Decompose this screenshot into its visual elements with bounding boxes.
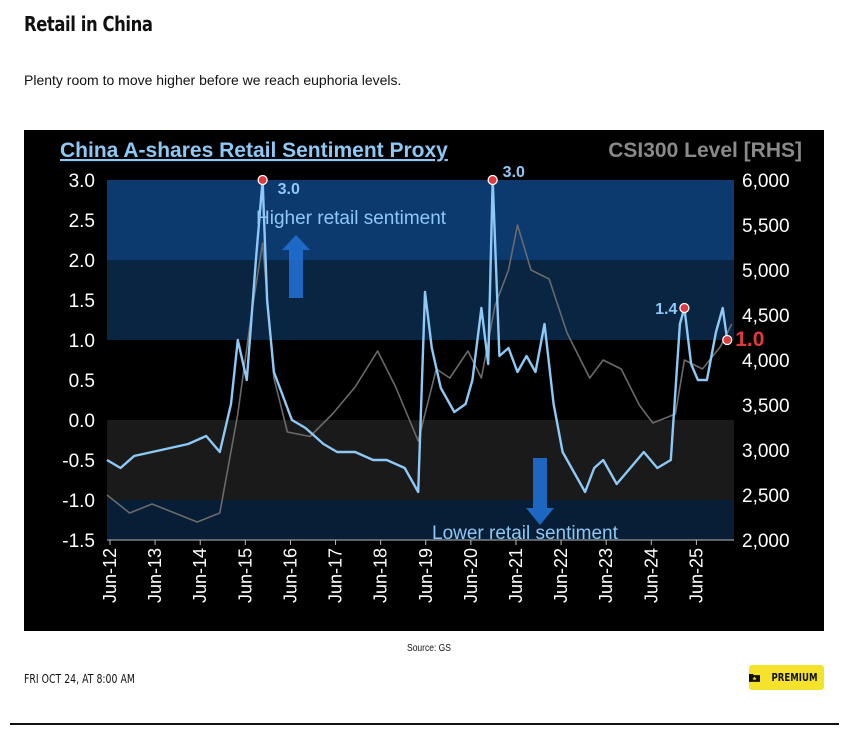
highlight-point [679,302,690,314]
left-tick-label: -1.5 [62,531,95,552]
series-line-csi300 [106,224,733,523]
highlight-point [722,334,733,346]
folder-star-icon [749,673,761,682]
higher-arrow-shape [282,235,310,298]
x-tick-label: Jun-12 [100,548,120,603]
chart-title: China A-shares Retail Sentiment Proxy [60,139,448,162]
footer-divider [10,723,839,725]
left-tick-label: 3.0 [69,171,95,192]
left-tick-label: 0.5 [69,371,95,392]
left-tick-label: 1.0 [69,331,95,352]
x-tick-label: Jun-23 [596,548,616,603]
left-tick-label: 2.0 [69,251,95,272]
page-subtitle: Plenty room to move higher before we rea… [24,72,402,88]
right-tick-label: 4,000 [742,351,790,372]
retail-sentiment-chart: China A-shares Retail Sentiment Proxy CS… [60,139,802,603]
right-tick-label: 5,000 [742,261,790,282]
x-tick-label: Jun-14 [190,548,210,603]
x-tick-label: Jun-17 [326,548,346,603]
highlight-label: 3.0 [503,164,525,181]
right-tick-label: 2,500 [742,486,790,507]
x-tick-label: Jun-13 [145,548,165,603]
premium-badge[interactable]: PREMIUM [749,665,824,690]
right-tick-label: 6,000 [742,171,790,192]
left-tick-label: -0.5 [62,451,95,472]
highlight-point [257,174,268,186]
band-0 [107,180,734,260]
annotation-lower: Lower retail sentiment [432,523,619,544]
premium-label: PREMIUM [771,671,818,684]
right-axis-title: CSI300 Level [RHS] [608,139,802,162]
lower-arrow-icon [526,458,554,525]
left-tick-label: 2.5 [69,211,95,232]
x-tick-label: Jun-16 [280,548,300,603]
right-tick-label: 5,500 [742,216,790,237]
lower-arrow-shape [526,458,554,525]
chart-container: China A-shares Retail Sentiment Proxy CS… [24,130,824,631]
left-tick-label: -1.0 [62,491,95,512]
x-tick-label: Jun-25 [686,548,706,603]
right-tick-label: 2,000 [742,531,790,552]
left-tick-label: 0.0 [69,411,95,432]
series-line-sentiment [106,178,729,494]
right-tick-label: 3,500 [742,396,790,417]
band-1 [107,260,734,340]
highlight-label: 1.4 [655,301,677,318]
x-tick-label: Jun-22 [551,548,571,603]
highlight-point [487,174,498,186]
higher-arrow-icon [282,235,310,298]
x-tick-label: Jun-20 [461,548,481,603]
highlight-label: 1.0 [735,328,764,351]
left-tick-label: 1.5 [69,291,95,312]
x-tick-label: Jun-18 [371,548,391,603]
x-tick-label: Jun-19 [416,548,436,603]
page-title: Retail in China [24,12,153,36]
post-date: FRI OCT 24, AT 8:00 AM [24,672,135,686]
source-note: Source: GS [407,643,451,654]
x-tick-label: Jun-24 [641,548,661,603]
x-tick-label: Jun-21 [506,548,526,603]
right-tick-label: 3,000 [742,441,790,462]
right-tick-label: 4,500 [742,306,790,327]
highlight-label: 3.0 [278,181,300,198]
x-tick-label: Jun-15 [235,548,255,603]
annotation-higher: Higher retail sentiment [256,208,447,229]
band-4 [107,500,734,540]
